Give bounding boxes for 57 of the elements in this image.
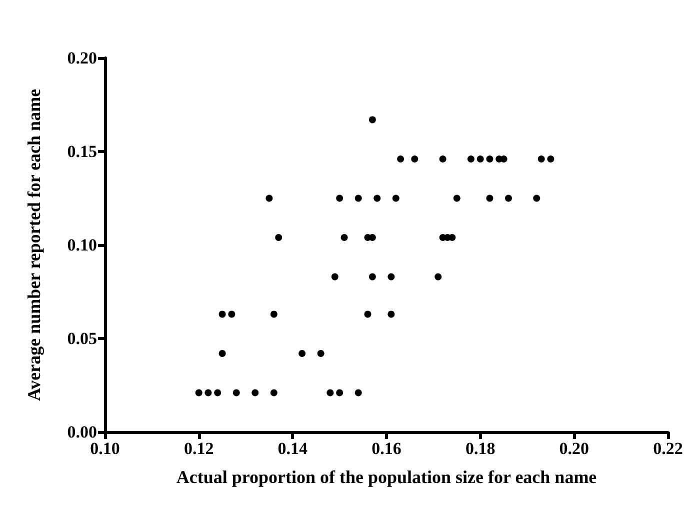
point	[275, 234, 282, 242]
point	[218, 310, 226, 318]
point	[368, 116, 376, 124]
x-axis-title: Actual proportion of the population size for each name	[176, 467, 597, 487]
point	[486, 194, 494, 202]
x-tick-label: 0.18	[465, 439, 496, 458]
point	[270, 310, 278, 318]
y-tick-label: 0.20	[67, 48, 97, 68]
point	[317, 350, 324, 357]
point	[368, 273, 376, 280]
point	[547, 155, 554, 162]
point	[388, 273, 395, 280]
point	[252, 389, 259, 396]
point	[218, 350, 226, 357]
point	[326, 389, 334, 396]
y-tick-label: 0.10	[67, 236, 97, 254]
point	[336, 194, 344, 202]
point	[434, 273, 442, 280]
point	[397, 155, 404, 162]
point	[354, 194, 362, 202]
point	[232, 389, 240, 396]
point	[204, 389, 212, 396]
point	[340, 234, 348, 242]
y-tick-label: 0.00	[67, 422, 97, 442]
y-tick-label: 0.05	[67, 329, 97, 348]
point	[270, 389, 278, 396]
point	[364, 310, 372, 318]
point	[486, 155, 494, 162]
point	[336, 389, 344, 396]
x-tick-label: 0.14	[278, 439, 308, 458]
point	[214, 389, 222, 396]
point	[388, 310, 395, 318]
x-tick-label: 0.16	[372, 439, 402, 458]
point	[448, 234, 456, 242]
point	[476, 155, 484, 162]
point	[195, 389, 202, 396]
x-tick-label: 0.10	[90, 439, 120, 458]
y-axis-title: Average number reported for each name	[24, 88, 44, 402]
x-tick-label: 0.22	[653, 439, 683, 458]
point	[392, 194, 400, 202]
y-tick-label: 0.15	[67, 142, 97, 161]
point	[331, 273, 338, 280]
point	[266, 194, 273, 202]
point	[411, 155, 418, 162]
point	[439, 155, 446, 162]
point	[374, 194, 381, 202]
x-tick-label: 0.20	[559, 439, 590, 458]
point	[538, 155, 545, 162]
x-tick-label: 0.12	[184, 439, 214, 458]
point	[500, 155, 508, 162]
point	[298, 350, 306, 357]
point	[504, 194, 512, 202]
point	[453, 194, 460, 202]
point	[533, 194, 540, 202]
point	[354, 389, 362, 396]
point	[228, 310, 236, 318]
point	[467, 155, 474, 162]
